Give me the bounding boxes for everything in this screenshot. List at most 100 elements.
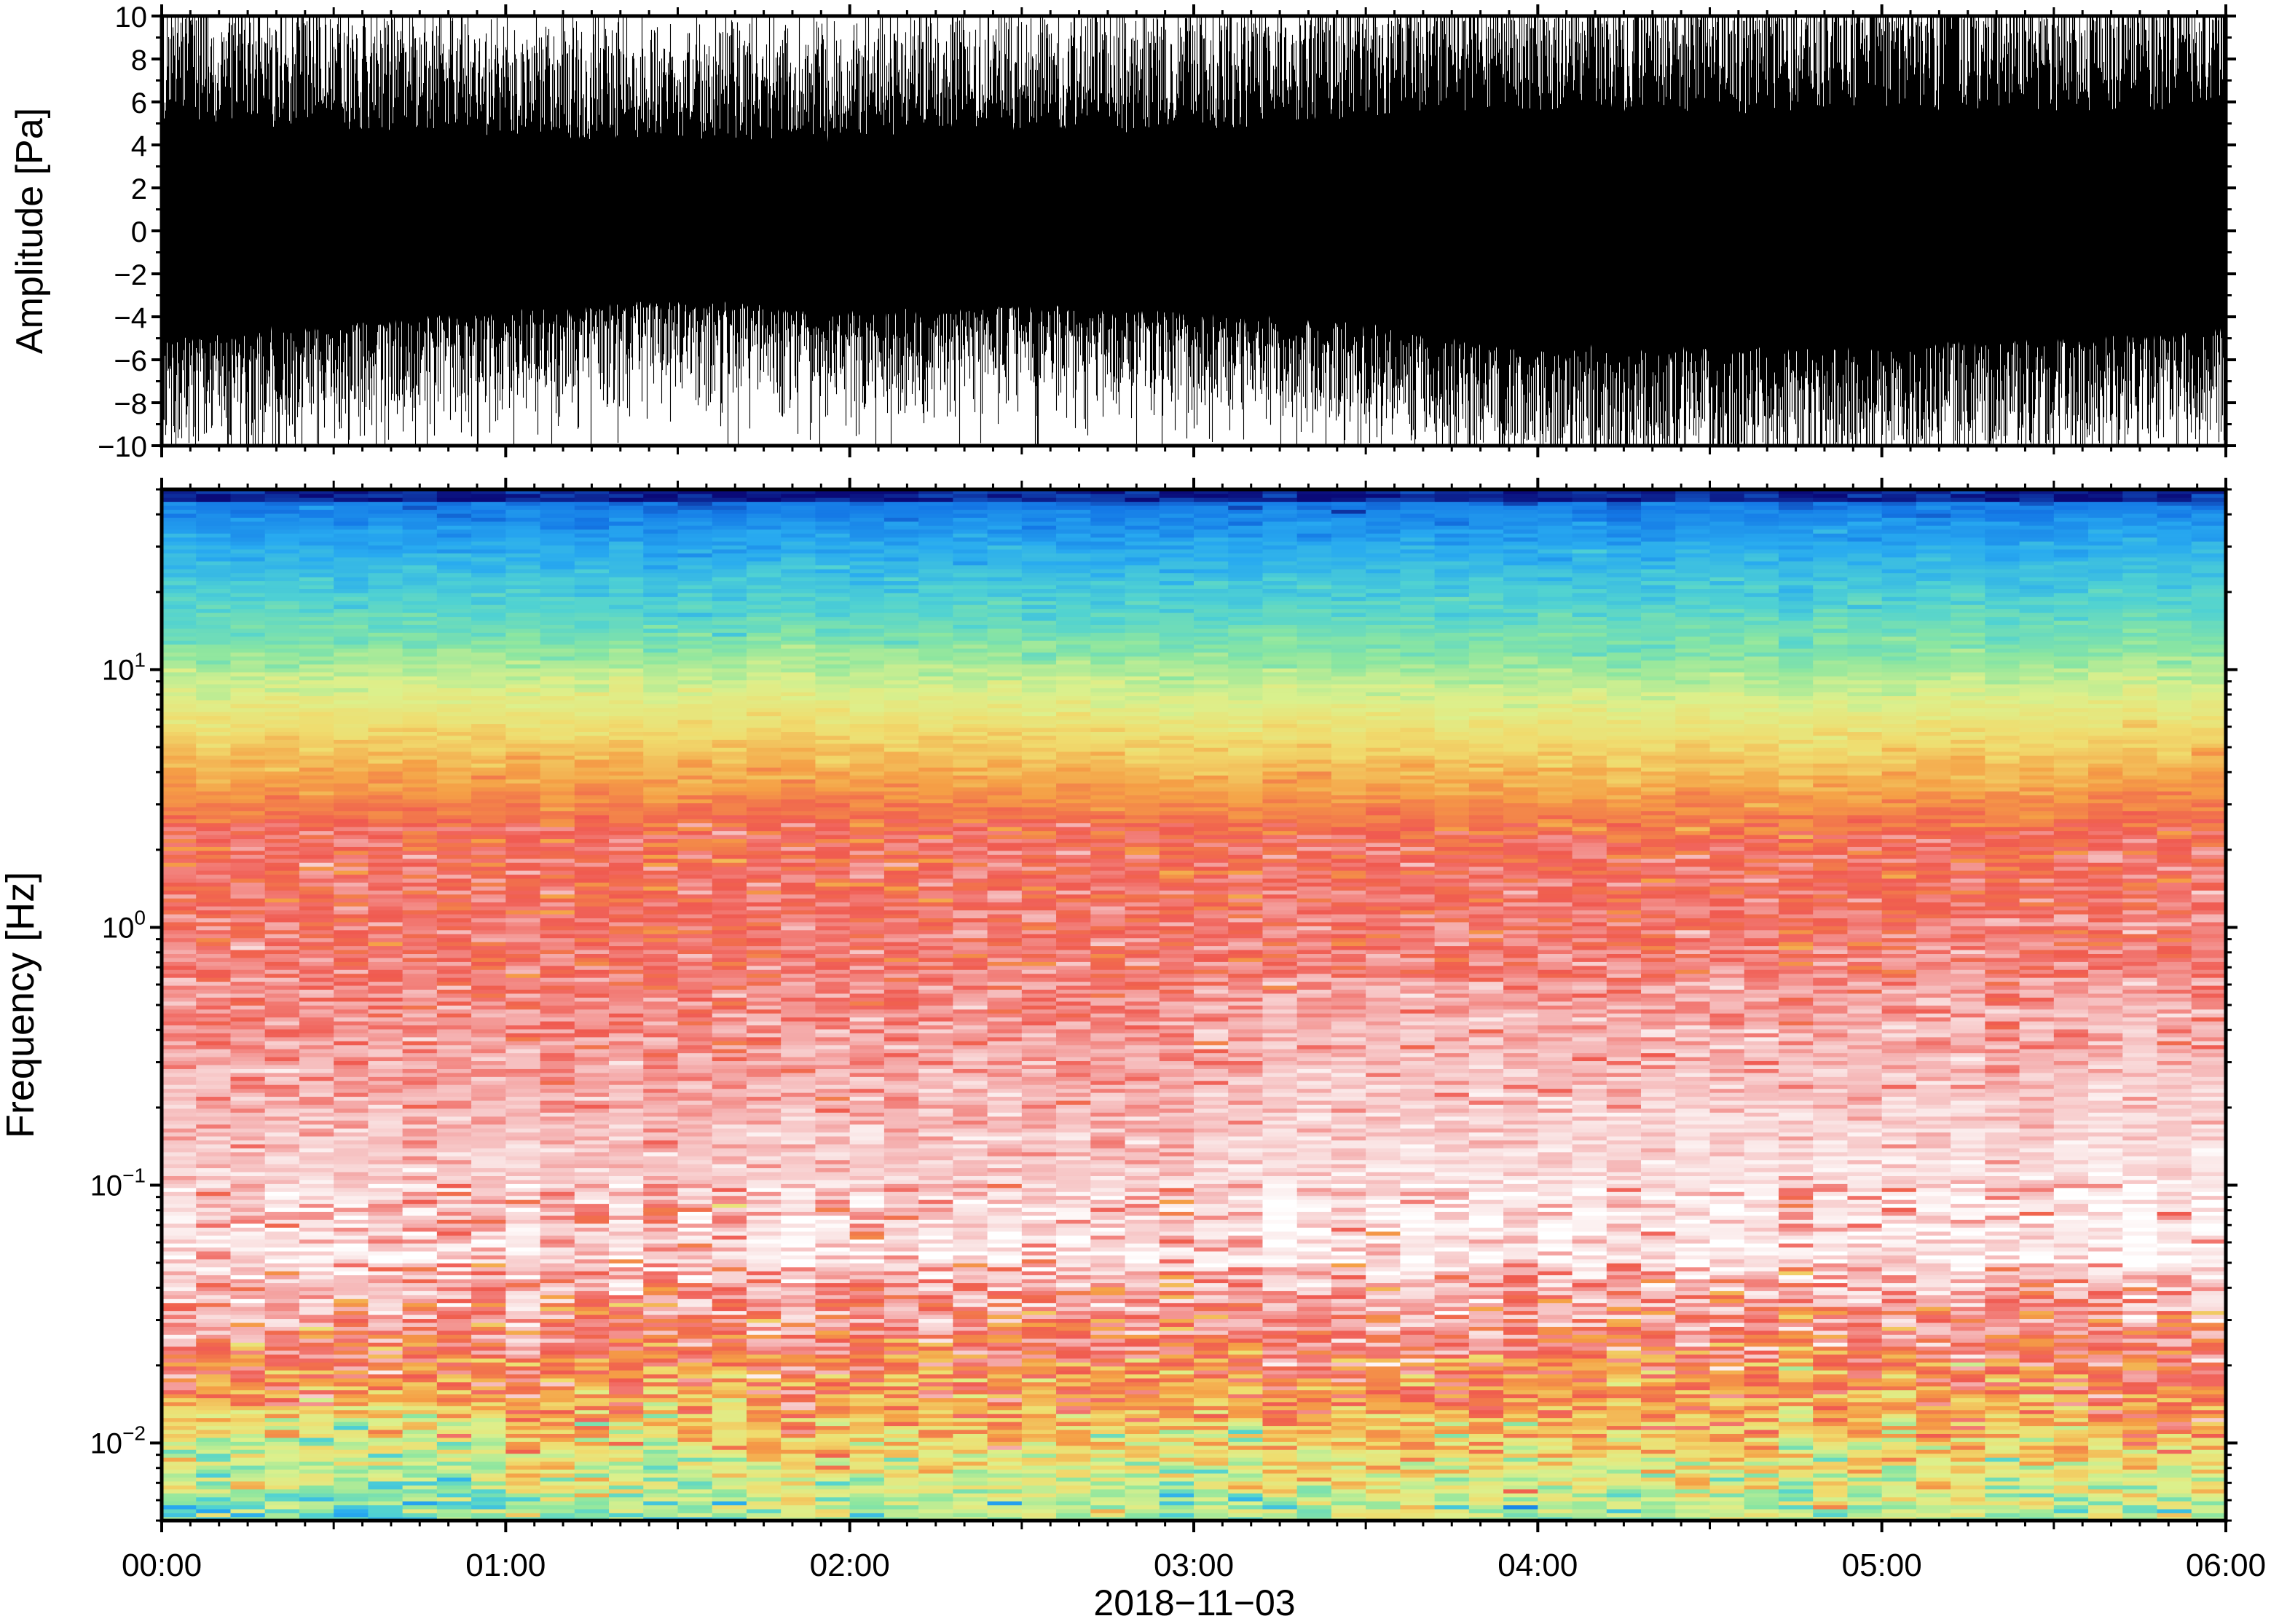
- spectrogram-cell: [230, 699, 266, 704]
- spectrogram-cell: [712, 953, 747, 958]
- spectrogram-cell: [540, 1429, 575, 1434]
- spectrogram-cell: [264, 806, 300, 811]
- spectrogram-cell: [712, 1250, 747, 1256]
- spectrogram-cell: [746, 1020, 782, 1026]
- spectrogram-cell: [540, 1302, 575, 1307]
- spectrogram-cell: [643, 1012, 679, 1018]
- spectrogram-cell: [264, 644, 300, 649]
- spectrogram-cell: [781, 1393, 816, 1398]
- spectrogram-cell: [574, 1448, 610, 1454]
- spectrogram-cell: [368, 588, 404, 594]
- spectrogram-cell: [643, 890, 679, 895]
- spectrogram-cell: [574, 1413, 610, 1419]
- spectrogram-cell: [334, 957, 369, 962]
- spectrogram-cell: [230, 1025, 266, 1030]
- spectrogram-cell: [334, 1009, 369, 1014]
- spectrogram-cell: [196, 961, 232, 966]
- spectrogram-cell: [540, 767, 575, 772]
- spectrogram-cell: [505, 798, 541, 804]
- spectrogram-cell: [712, 553, 747, 558]
- spectrogram-cell: [505, 1385, 541, 1391]
- spectrogram-cell: [334, 1409, 369, 1414]
- spectrogram-cell: [540, 913, 575, 918]
- spectrogram-cell: [334, 1250, 369, 1256]
- spectrogram-cell: [368, 747, 404, 752]
- spectrogram-cell: [162, 890, 197, 895]
- spectrogram-cell: [264, 846, 300, 851]
- spectrogram-cell: [712, 1132, 747, 1137]
- spectrogram-cell: [540, 556, 575, 561]
- spectrogram-cell: [264, 1505, 300, 1510]
- spectrogram-cell: [299, 497, 334, 502]
- spectrogram-cell: [471, 1148, 507, 1153]
- spectrogram-cell: [540, 1215, 575, 1220]
- spectrogram-cell: [162, 1263, 197, 1268]
- spectrogram-cell: [368, 1365, 404, 1371]
- spectrogram-cell: [505, 719, 541, 725]
- spectrogram-cell: [471, 842, 507, 847]
- spectrogram-cell: [230, 882, 266, 887]
- spectrogram-cell: [162, 1398, 197, 1403]
- spectrogram-cell: [162, 489, 197, 494]
- spectrogram-cell: [746, 1104, 782, 1109]
- spectrogram-cell: [162, 1247, 197, 1252]
- spectrogram-cell: [402, 1445, 438, 1450]
- spectrogram-cell: [609, 1148, 645, 1153]
- spectrogram-cell: [264, 580, 300, 586]
- spectrogram-cell: [196, 493, 232, 498]
- spectrogram-cell: [162, 803, 197, 808]
- spectrogram-cell: [436, 1119, 472, 1125]
- spectrogram-cell: [471, 608, 507, 613]
- spectrogram-cell: [196, 1473, 232, 1478]
- spectrogram-cell: [334, 926, 369, 931]
- spectrogram-cell: [540, 1199, 575, 1205]
- spectrogram-cell: [264, 902, 300, 907]
- spectrogram-cell: [264, 957, 300, 962]
- spectrogram-cell: [196, 1234, 232, 1240]
- spectrogram-cell: [677, 505, 713, 511]
- spectrogram-cell: [368, 628, 404, 633]
- spectrogram-cell: [264, 537, 300, 542]
- spectrogram-cell: [471, 1041, 507, 1046]
- spectrogram-cell: [299, 1322, 334, 1327]
- spectrogram-cell: [230, 513, 266, 518]
- spectrogram-cell: [574, 1247, 610, 1252]
- spectrogram-cell: [196, 997, 232, 1002]
- spectrogram-cell: [334, 1171, 369, 1176]
- spectrogram-cell: [334, 1441, 369, 1446]
- spectrogram-cell: [574, 679, 610, 685]
- spectrogram-cell: [746, 1009, 782, 1014]
- spectrogram-cell: [746, 1274, 782, 1280]
- spectrogram-cell: [643, 1385, 679, 1391]
- spectrogram-cell: [746, 819, 782, 824]
- spectrogram-cell: [230, 719, 266, 725]
- spectrogram-cell: [574, 1484, 610, 1490]
- spectrogram-cell: [712, 739, 747, 744]
- spectrogram-cell: [643, 537, 679, 542]
- spectrogram-cell: [299, 671, 334, 677]
- spectrogram-cell: [746, 1465, 782, 1470]
- spectrogram-cell: [436, 997, 472, 1002]
- spectrogram-cell: [402, 937, 438, 942]
- spectrogram-cell: [574, 1009, 610, 1014]
- spectrogram-cell: [505, 529, 541, 534]
- spectrogram-cell: [505, 1370, 541, 1375]
- spectrogram-cell: [643, 913, 679, 918]
- spectrogram-cell: [334, 1469, 369, 1474]
- spectrogram-cell: [643, 973, 679, 978]
- spectrogram-cell: [505, 1171, 541, 1176]
- spectrogram-cell: [196, 779, 232, 784]
- spectrogram-cell: [781, 1390, 816, 1395]
- spectrogram-cell: [505, 624, 541, 629]
- spectrogram-cell: [609, 1088, 645, 1093]
- spectrogram-cell: [368, 655, 404, 661]
- spectrogram-cell: [436, 977, 472, 982]
- spectrogram-cell: [230, 1290, 266, 1296]
- spectrogram-cell: [368, 913, 404, 918]
- spectrogram-cell: [781, 1286, 816, 1291]
- spectrogram-cell: [436, 727, 472, 733]
- spectrogram-cell: [162, 1481, 197, 1486]
- spectrogram-cell: [471, 1406, 507, 1411]
- spectrogram-cell: [230, 989, 266, 994]
- spectrogram-cell: [299, 770, 334, 776]
